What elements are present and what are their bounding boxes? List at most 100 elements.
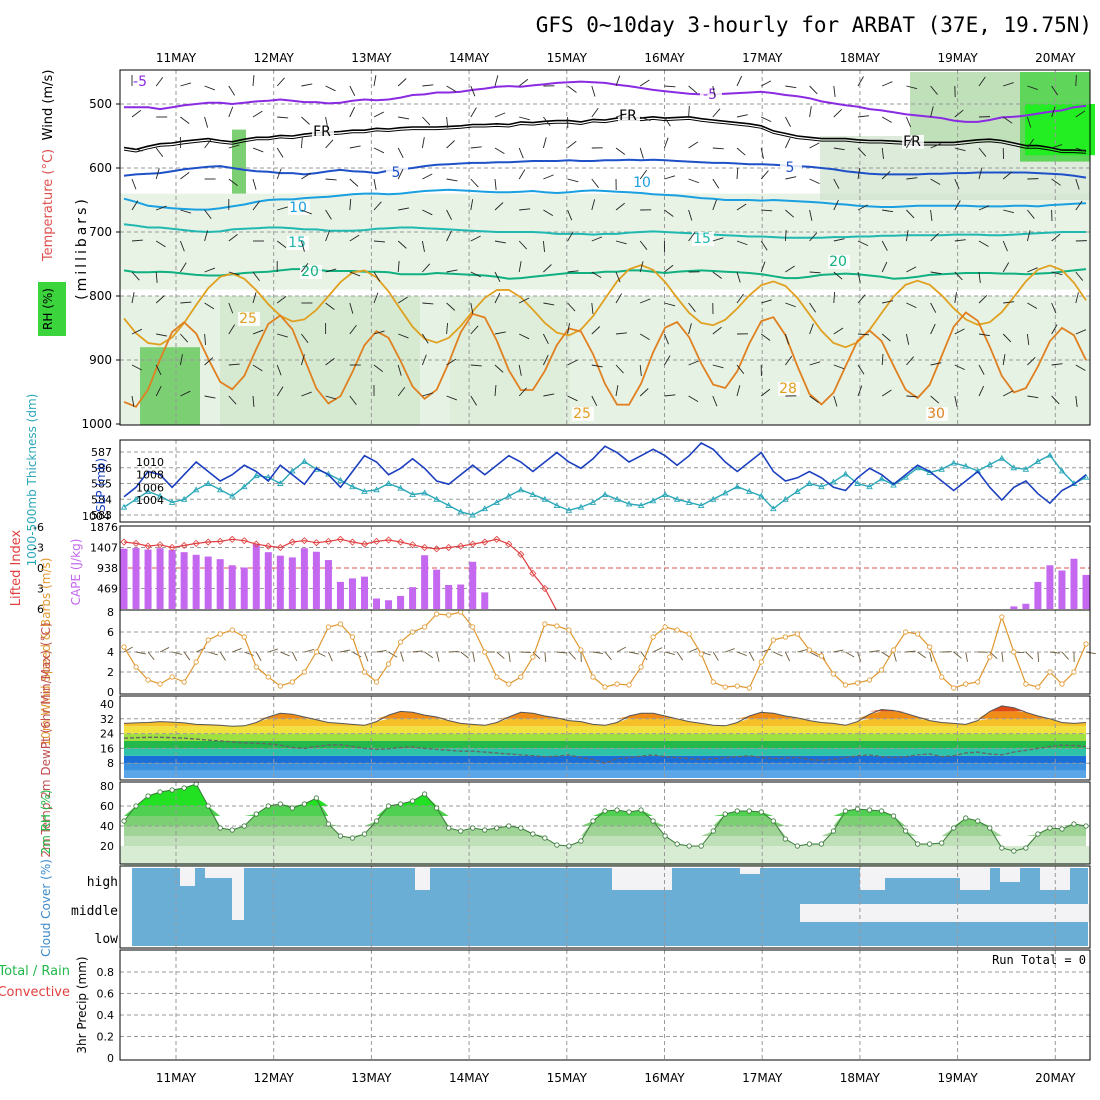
wind-speed-point bbox=[542, 621, 548, 627]
wind-barb bbox=[591, 85, 596, 97]
wind-barb bbox=[930, 302, 937, 313]
rh-patch-moist bbox=[232, 129, 246, 194]
wind-barb bbox=[881, 240, 888, 251]
wind-barb-10m bbox=[953, 651, 962, 659]
wind-barb bbox=[470, 178, 479, 188]
wind-barb bbox=[640, 298, 651, 304]
wind-barb-10m bbox=[725, 648, 735, 653]
wind-barb bbox=[180, 82, 192, 87]
wind-barb bbox=[470, 271, 481, 278]
wind-barb-10m bbox=[171, 651, 182, 655]
lifted-index-point bbox=[348, 538, 357, 546]
wind-barb bbox=[978, 295, 988, 304]
rh-patch-wet bbox=[1025, 104, 1095, 156]
wind-barb-10m bbox=[304, 648, 315, 653]
wind-barb bbox=[1051, 363, 1063, 366]
wind-barb bbox=[785, 302, 796, 308]
wind-barb-10m bbox=[159, 647, 170, 653]
rh-point bbox=[782, 836, 788, 842]
date-label-bottom: 13MAY bbox=[351, 1071, 392, 1085]
wind-speed-point bbox=[770, 637, 776, 643]
lifted-index-point bbox=[517, 550, 525, 558]
wind-barb bbox=[494, 112, 506, 118]
wind-barb bbox=[325, 209, 332, 220]
wind-barb bbox=[1075, 200, 1083, 211]
wind-barb bbox=[156, 205, 167, 211]
lifted-index-point bbox=[168, 543, 176, 552]
thickness-point bbox=[962, 462, 970, 469]
cloud-gap bbox=[740, 868, 760, 874]
wind-barb bbox=[567, 140, 577, 149]
wind-barb bbox=[809, 323, 814, 335]
li-tick-label: 6 bbox=[37, 603, 44, 616]
wind-barb bbox=[833, 199, 839, 211]
wind-barb bbox=[615, 240, 627, 245]
thickness-point bbox=[830, 478, 837, 485]
thickness-point bbox=[998, 454, 1006, 461]
wind-barb bbox=[809, 142, 820, 149]
temp-contour-m5 bbox=[124, 80, 1087, 123]
wind-barb bbox=[422, 392, 434, 397]
wind-speed-point bbox=[854, 680, 861, 686]
wind-speed-point bbox=[1059, 681, 1065, 687]
wind-barb bbox=[785, 265, 795, 273]
cape-bar bbox=[324, 560, 332, 609]
temp-contour-p5 bbox=[123, 158, 1087, 179]
wind-barb bbox=[857, 333, 870, 336]
wind-barb bbox=[277, 116, 289, 119]
cape-bar bbox=[288, 557, 296, 609]
rh-base bbox=[120, 846, 1090, 864]
rh-point bbox=[662, 833, 668, 839]
wind-speed-point bbox=[638, 664, 644, 670]
wind-barb bbox=[373, 111, 385, 118]
wind-barb bbox=[1027, 85, 1038, 91]
wind-barb bbox=[204, 333, 207, 345]
precip-tick-label: 0.8 bbox=[97, 966, 115, 979]
wind-speed-point bbox=[470, 624, 476, 630]
thickness-point bbox=[866, 483, 873, 490]
wind-speed-point bbox=[361, 669, 368, 675]
wind-barb bbox=[252, 364, 263, 372]
wind-barb bbox=[712, 326, 722, 335]
cloud-gap bbox=[180, 868, 195, 886]
cloud-gap bbox=[232, 868, 244, 920]
rh-point bbox=[506, 823, 512, 829]
cape-bar bbox=[481, 592, 489, 609]
wind-barb bbox=[1051, 233, 1061, 242]
wind-barb bbox=[663, 137, 669, 149]
wind-speed-point bbox=[746, 685, 752, 691]
wind-barb bbox=[639, 169, 648, 180]
wind-barb bbox=[543, 264, 552, 273]
wind-barb bbox=[470, 302, 474, 314]
wind-barb-10m bbox=[208, 651, 218, 656]
wind-barb bbox=[688, 302, 696, 312]
wind-barb bbox=[688, 105, 690, 118]
wind-barb bbox=[881, 389, 892, 397]
thickness-tick-label: 584 bbox=[91, 493, 112, 506]
precip-legend-convective: Convective bbox=[0, 985, 70, 1000]
thickness-point bbox=[842, 470, 849, 477]
cape-bar bbox=[373, 598, 381, 609]
wind-barb bbox=[276, 386, 284, 397]
lifted-index-point bbox=[252, 540, 260, 548]
thickness-point bbox=[818, 483, 825, 490]
wind-barb bbox=[204, 267, 216, 273]
rh-point bbox=[337, 833, 344, 839]
wind-barb-10m bbox=[833, 649, 844, 653]
wind-barb bbox=[712, 108, 721, 118]
thickness-point bbox=[914, 464, 921, 471]
wind-barb bbox=[906, 209, 915, 219]
wind-barb bbox=[640, 116, 651, 122]
date-label-bottom: 19MAY bbox=[937, 1071, 978, 1085]
wind-barb bbox=[519, 333, 530, 340]
wind-barb bbox=[882, 81, 893, 87]
wind-speed-point bbox=[1071, 669, 1077, 675]
wind-barb bbox=[494, 292, 501, 304]
wind-barb bbox=[639, 364, 642, 376]
wind-barb bbox=[712, 199, 717, 211]
wind-barb bbox=[422, 116, 431, 126]
wind-barb bbox=[155, 271, 158, 283]
wind-barb bbox=[470, 146, 482, 149]
lifted-index-point bbox=[541, 584, 549, 593]
